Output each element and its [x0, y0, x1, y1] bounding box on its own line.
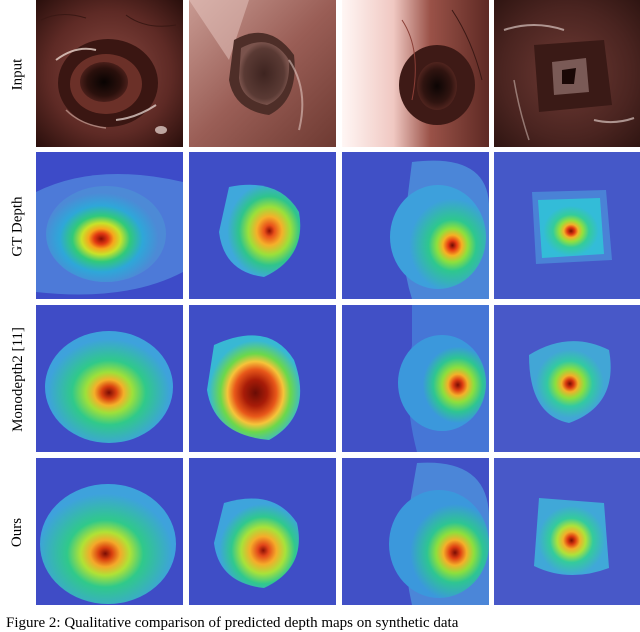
input-image-2	[189, 0, 336, 147]
gt-depth-map-2	[189, 152, 336, 299]
input-image-1	[36, 0, 183, 147]
row-label-ours: Ours	[9, 517, 26, 547]
monodepth2-depth-map-1	[36, 305, 183, 452]
ours-depth-map-2	[189, 458, 336, 605]
monodepth2-depth-map-3	[342, 305, 489, 452]
row-label-input: Input	[9, 58, 26, 90]
monodepth2-depth-map-4	[494, 305, 640, 452]
ours-depth-map-4	[494, 458, 640, 605]
row-label-monodepth2: Monodepth2 [11]	[9, 326, 26, 432]
monodepth2-depth-map-2	[189, 305, 336, 452]
ours-depth-map-1	[36, 458, 183, 605]
gt-depth-map-3	[342, 152, 489, 299]
ours-depth-map-3	[342, 458, 489, 605]
gt-depth-map-1	[36, 152, 183, 299]
gt-depth-map-4	[494, 152, 640, 299]
input-image-4	[494, 0, 640, 147]
row-label-gt-depth: GT Depth	[9, 195, 26, 257]
figure-caption: Figure 2: Qualitative comparison of pred…	[6, 615, 459, 631]
input-image-3	[342, 0, 489, 147]
